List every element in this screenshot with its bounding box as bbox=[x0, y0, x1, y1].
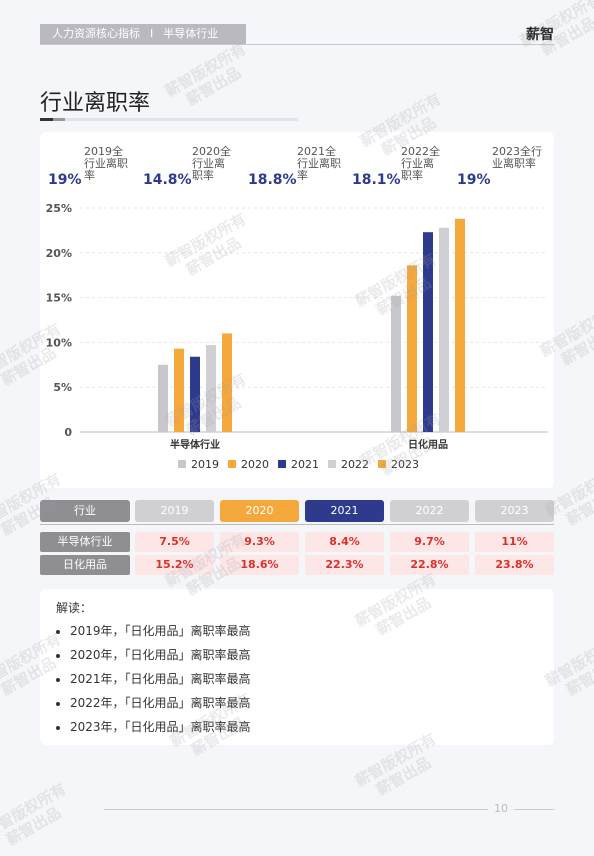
bar bbox=[174, 348, 184, 432]
watermark: 薪智版权所有 薪智出品 bbox=[162, 39, 249, 110]
bar bbox=[423, 232, 433, 432]
bar bbox=[407, 265, 417, 432]
bar bbox=[158, 364, 168, 432]
legend-swatch bbox=[228, 460, 236, 468]
table-divider bbox=[40, 524, 554, 525]
legend-swatch bbox=[278, 460, 286, 468]
header-cell-2020: 2020 bbox=[220, 500, 299, 522]
legend-label: 2020 bbox=[241, 458, 269, 471]
summary-label: 2021全行业离职率 bbox=[297, 145, 341, 182]
y-tick-label: 10% bbox=[46, 336, 72, 349]
summary-value: 19% bbox=[48, 172, 82, 188]
bar bbox=[391, 295, 401, 432]
cell-2023: 23.8% bbox=[475, 555, 554, 575]
x-tick-label: 日化用品 bbox=[408, 438, 448, 451]
y-tick-label: 0 bbox=[64, 426, 72, 439]
report-name: 人力资源核心指标 bbox=[52, 27, 140, 40]
list-item: 2021年，「日化用品」离职率最高 bbox=[56, 667, 251, 691]
header-cell-2023: 2023 bbox=[475, 500, 554, 522]
cell-2020: 9.3% bbox=[220, 532, 299, 552]
cell-2022: 22.8% bbox=[390, 555, 469, 575]
row-name: 半导体行业 bbox=[40, 532, 130, 552]
cell-2019: 15.2% bbox=[135, 555, 214, 575]
header-divider bbox=[40, 44, 554, 45]
bar bbox=[455, 218, 465, 432]
summary-value: 18.8% bbox=[248, 172, 297, 188]
header-cell-2019: 2019 bbox=[135, 500, 214, 522]
summary-label: 2020全行业离职率 bbox=[192, 145, 231, 182]
watermark: 薪智版权所有 薪智出品 bbox=[0, 779, 69, 850]
header-cell-2021: 2021 bbox=[305, 500, 384, 522]
industry-name: 半导体行业 bbox=[163, 27, 219, 40]
x-tick-label: 半导体行业 bbox=[170, 438, 220, 451]
list-item: 2022年，「日化用品」离职率最高 bbox=[56, 691, 251, 715]
summary-value: 14.8% bbox=[143, 172, 192, 188]
y-tick-label: 5% bbox=[53, 381, 72, 394]
list-item-text: 2022年，「日化用品」离职率最高 bbox=[70, 696, 251, 710]
summary-value: 19% bbox=[457, 172, 491, 188]
brand-logo: 薪智 bbox=[526, 27, 554, 43]
bar bbox=[222, 333, 232, 432]
page-number: 10 bbox=[494, 802, 508, 815]
list-item-text: 2020年，「日化用品」离职率最高 bbox=[70, 648, 251, 662]
bar bbox=[190, 356, 200, 432]
table-row: 日化用品 15.2% 18.6% 22.3% 22.8% 23.8% bbox=[40, 555, 554, 577]
bar bbox=[439, 227, 449, 432]
interpretation-list: 2019年，「日化用品」离职率最高 2020年，「日化用品」离职率最高 2021… bbox=[56, 619, 251, 739]
table-row: 半导体行业 7.5% 9.3% 8.4% 9.7% 11% bbox=[40, 532, 554, 554]
summary-label: 2019全行业离职率 bbox=[84, 145, 128, 182]
legend-swatch bbox=[328, 460, 336, 468]
header-tag: 人力资源核心指标 I 半导体行业 bbox=[40, 24, 246, 44]
legend-label: 2023 bbox=[391, 458, 419, 471]
header-separator: I bbox=[150, 27, 154, 40]
summary-label: 2022全行业离职率 bbox=[401, 145, 440, 182]
summary-value: 18.1% bbox=[352, 172, 401, 188]
bar-chart: 0 5% 10% 15% 20% 25% 半导体行业 日化用品 2019 2020 2021 2022… bbox=[46, 202, 548, 471]
legend-swatch bbox=[178, 460, 186, 468]
bar bbox=[206, 345, 216, 432]
cell-2021: 22.3% bbox=[305, 555, 384, 575]
cell-2023: 11% bbox=[475, 532, 554, 552]
list-item: 2019年，「日化用品」离职率最高 bbox=[56, 619, 251, 643]
cell-2022: 9.7% bbox=[390, 532, 469, 552]
footer-divider-left bbox=[104, 809, 488, 810]
cell-2020: 18.6% bbox=[220, 555, 299, 575]
list-item: 2020年，「日化用品」离职率最高 bbox=[56, 643, 251, 667]
page-title: 行业离职率 bbox=[40, 91, 151, 116]
list-item-text: 2021年，「日化用品」离职率最高 bbox=[70, 672, 251, 686]
legend-label: 2021 bbox=[291, 458, 319, 471]
legend-label: 2022 bbox=[341, 458, 369, 471]
title-underline bbox=[40, 118, 298, 121]
row-name: 日化用品 bbox=[40, 555, 130, 575]
interpretation-card: 解读： 2019年，「日化用品」离职率最高 2020年，「日化用品」离职率最高 … bbox=[40, 589, 554, 745]
header-cell-industry: 行业 bbox=[40, 500, 130, 522]
list-item-text: 2019年，「日化用品」离职率最高 bbox=[70, 624, 251, 638]
legend-label: 2019 bbox=[191, 458, 219, 471]
interpretation-title: 解读： bbox=[56, 601, 93, 615]
y-tick-label: 15% bbox=[46, 292, 72, 305]
chart-card: 19% 2019全行业离职率 14.8% 2020全行业离职率 18.8% 20… bbox=[40, 132, 554, 488]
y-tick-label: 25% bbox=[46, 202, 72, 215]
list-item: 2023年，「日化用品」离职率最高 bbox=[56, 715, 251, 739]
y-tick-label: 20% bbox=[46, 247, 72, 260]
legend-swatch bbox=[378, 460, 386, 468]
footer-divider-right bbox=[514, 809, 554, 810]
list-item-text: 2023年，「日化用品」离职率最高 bbox=[70, 720, 251, 734]
summary-label: 2023全行业离职率 bbox=[492, 145, 542, 170]
cell-2019: 7.5% bbox=[135, 532, 214, 552]
cell-2021: 8.4% bbox=[305, 532, 384, 552]
table-header: 行业 2019 2020 2021 2022 2023 bbox=[40, 500, 554, 522]
header-cell-2022: 2022 bbox=[390, 500, 469, 522]
